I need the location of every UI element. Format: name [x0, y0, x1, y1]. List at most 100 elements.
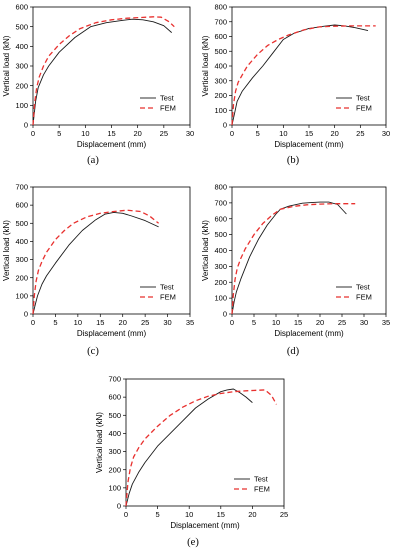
y-tick-label: 700	[214, 198, 227, 207]
y-tick-label: 300	[108, 447, 121, 456]
x-tick-label: 15	[294, 318, 302, 327]
panel-caption: (a)	[87, 155, 99, 166]
x-axis-label: Displacement (mm)	[274, 329, 344, 338]
y-tick-label: 400	[214, 246, 227, 255]
legend-label-fem: FEM	[356, 293, 372, 302]
x-tick-label: 25	[338, 318, 346, 327]
x-axis-label: Displacement (mm)	[170, 521, 240, 530]
y-tick-label: 700	[108, 375, 121, 384]
y-tick-label: 300	[15, 62, 28, 71]
y-tick-label: 0	[223, 310, 227, 319]
x-tick-label: 5	[156, 510, 160, 519]
y-tick-label: 600	[214, 214, 227, 223]
legend-label-test: Test	[356, 94, 371, 103]
x-tick-label: 20	[330, 129, 338, 138]
x-tick-label: 20	[316, 318, 324, 327]
x-tick-label: 10	[272, 318, 280, 327]
panel-caption: (c)	[87, 346, 99, 357]
y-tick-label: 400	[214, 62, 227, 71]
x-tick-label: 15	[305, 129, 313, 138]
series-line-test	[231, 201, 347, 315]
series-line-fem	[231, 25, 376, 126]
legend-label-fem: FEM	[356, 104, 372, 113]
y-tick-label: 0	[24, 121, 28, 130]
x-tick-label: 30	[163, 318, 171, 327]
x-tick-label: 0	[230, 129, 234, 138]
x-tick-label: 5	[53, 318, 57, 327]
chart-panel-b: 0 5 10 15 20 25 300100200300400500600700800Dis…	[201, 3, 390, 166]
y-tick-label: 100	[108, 483, 121, 492]
y-tick-label: 500	[214, 230, 227, 239]
x-tick-label: 0	[31, 129, 35, 138]
y-tick-label: 600	[15, 3, 28, 12]
chart-panel-c: 0 5 10 15 20 25 30 35 0 100 200 300 400 500 600 700 Disp…	[2, 183, 194, 357]
x-tick-label: 0	[31, 318, 35, 327]
y-tick-label: 300	[214, 76, 227, 85]
y-tick-label: 100	[15, 291, 28, 300]
legend-label-test: Test	[160, 94, 175, 103]
y-axis-label: Vertical load (kN)	[201, 220, 210, 281]
y-axis-label: Vertical load (kN)	[2, 220, 11, 281]
series-line-fem	[32, 209, 160, 315]
y-axis-label: Vertical load (kN)	[95, 412, 104, 473]
x-tick-label: 0	[124, 510, 128, 519]
y-tick-label: 400	[15, 237, 28, 246]
x-tick-label: 10	[279, 129, 287, 138]
x-tick-label: 5	[57, 129, 61, 138]
y-tick-label: 300	[15, 255, 28, 264]
y-tick-label: 200	[15, 81, 28, 90]
panel-caption: (e)	[187, 537, 199, 548]
legend-label-fem: FEM	[160, 293, 176, 302]
chart-panel-d: 0 5 10 15 20 25 30 35 0 100 200 300 400 500 600 700 800 D…	[201, 183, 390, 357]
series-line-test	[125, 388, 253, 507]
series-line-test	[32, 18, 172, 126]
y-axis-label: Vertical load (kN)	[2, 35, 11, 96]
x-tick-label: 10	[81, 129, 89, 138]
x-tick-label: 5	[256, 129, 260, 138]
x-tick-label: 25	[141, 318, 149, 327]
series-line-fem	[231, 203, 356, 315]
panel-caption: (b)	[287, 155, 300, 166]
y-tick-label: 700	[214, 17, 227, 26]
y-tick-label: 200	[15, 273, 28, 282]
y-tick-label: 600	[108, 393, 121, 402]
x-tick-label: 20	[248, 510, 256, 519]
x-tick-label: 25	[356, 129, 364, 138]
legend-label-test: Test	[160, 283, 175, 292]
x-tick-label: 15	[217, 510, 225, 519]
y-axis-label: Vertical load (kN)	[201, 35, 210, 96]
y-tick-label: 600	[214, 32, 227, 41]
y-tick-label: 400	[108, 429, 121, 438]
y-tick-label: 100	[214, 294, 227, 303]
x-tick-label: 30	[382, 129, 390, 138]
y-tick-label: 200	[214, 91, 227, 100]
chart-panel-a: 0 5 10 15 20 25 300100200300400500600Displacem…	[2, 3, 194, 166]
legend-label-fem: FEM	[254, 485, 270, 494]
x-tick-label: 10	[185, 510, 193, 519]
legend-label-test: Test	[356, 283, 371, 292]
chart-panel-e: 0 5 10 15 20 25 0 100 200 300 400 500 600 700 Displace…	[95, 375, 288, 548]
x-axis-label: Displacement (mm)	[274, 140, 344, 149]
y-tick-label: 600	[15, 201, 28, 210]
series-line-fem	[32, 16, 175, 126]
y-tick-label: 800	[214, 183, 227, 192]
y-tick-label: 300	[214, 262, 227, 271]
x-axis-label: Displacement (mm)	[77, 329, 147, 338]
y-tick-label: 200	[108, 465, 121, 474]
y-tick-label: 500	[15, 22, 28, 31]
x-tick-label: 15	[107, 129, 115, 138]
x-tick-label: 25	[280, 510, 288, 519]
x-tick-label: 10	[74, 318, 82, 327]
y-tick-label: 100	[214, 106, 227, 115]
y-tick-label: 700	[15, 183, 28, 192]
y-tick-label: 0	[223, 121, 227, 130]
legend-label-test: Test	[254, 475, 269, 484]
y-tick-label: 500	[214, 47, 227, 56]
x-tick-label: 30	[186, 129, 194, 138]
x-axis-label: Displacement (mm)	[77, 140, 147, 149]
y-tick-label: 0	[24, 310, 28, 319]
x-tick-label: 20	[119, 318, 127, 327]
x-tick-label: 35	[382, 318, 390, 327]
y-tick-label: 500	[108, 411, 121, 420]
